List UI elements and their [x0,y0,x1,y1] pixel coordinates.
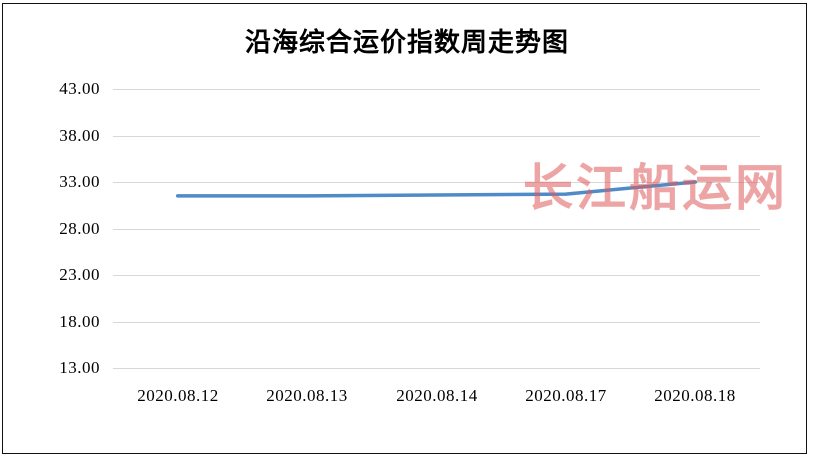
gridline [113,322,760,323]
gridline [113,275,760,276]
x-axis-tick-label: 2020.08.12 [137,386,219,405]
x-axis-tick-label: 2020.08.18 [654,386,736,405]
freight-index-line [175,180,698,198]
x-axis-tick-label: 2020.08.14 [396,386,478,405]
y-axis-tick-label: 13.00 [59,358,100,377]
gridline [113,368,760,369]
y-axis-tick-label: 43.00 [59,79,100,98]
gridline [113,229,760,230]
x-axis-tick-label: 2020.08.13 [266,386,348,405]
y-axis-tick-label: 38.00 [59,126,100,145]
gridline [113,89,760,90]
x-axis-tick-label: 2020.08.17 [525,386,607,405]
gridline [113,136,760,137]
chart-title: 沿海综合运价指数周走势图 [244,28,569,57]
y-axis-tick-label: 33.00 [59,172,100,191]
gridline [113,182,760,183]
y-axis-tick-label: 23.00 [59,265,100,284]
y-axis-tick-label: 28.00 [59,219,100,238]
y-axis-tick-label: 18.00 [59,312,100,331]
